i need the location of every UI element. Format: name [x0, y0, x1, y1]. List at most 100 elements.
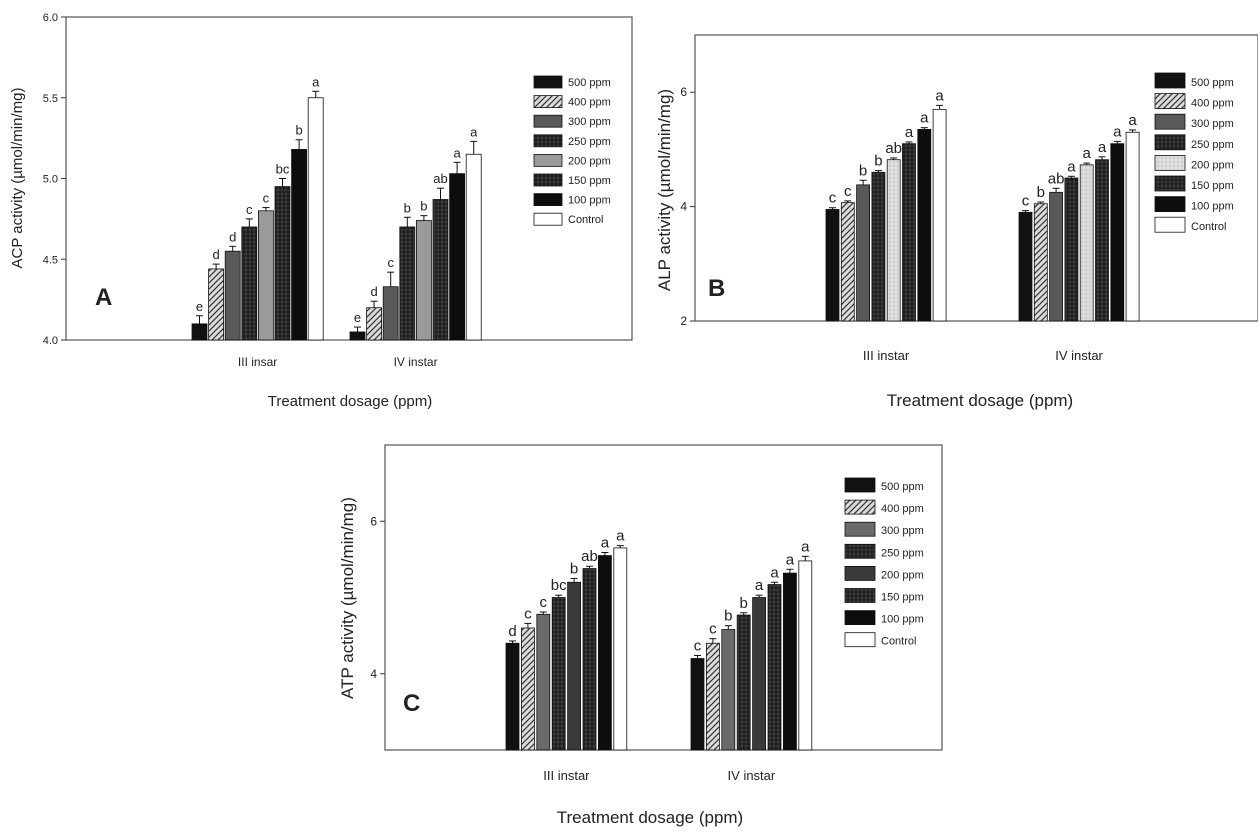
significance-letter: c — [263, 191, 270, 206]
significance-letter: c — [524, 605, 532, 622]
legend-label: 400 ppm — [1191, 98, 1234, 110]
bar — [567, 581, 581, 751]
legend-swatch — [844, 632, 876, 648]
significance-letter: c — [844, 183, 852, 200]
bar — [1110, 143, 1125, 322]
bar — [798, 560, 813, 751]
significance-letter: ab — [885, 140, 902, 157]
legend-swatch — [533, 134, 563, 148]
bar — [551, 597, 566, 751]
bar — [1018, 211, 1033, 322]
bar — [415, 220, 432, 341]
x-category-label: IV instar — [1055, 348, 1103, 363]
significance-letter: ab — [581, 548, 598, 565]
legend-label: 150 ppm — [568, 175, 611, 187]
significance-letter: a — [1128, 112, 1137, 129]
legend-label: 200 ppm — [1191, 159, 1234, 171]
x-axis-title: Treatment dosage (ppm) — [268, 393, 433, 410]
legend-swatch — [533, 193, 563, 207]
x-category-label: III instar — [863, 348, 910, 363]
significance-letter: bc — [276, 162, 290, 177]
legend-swatch — [1154, 72, 1186, 89]
bar — [307, 97, 324, 341]
legend-label: 200 ppm — [568, 155, 611, 167]
legend-swatch — [1154, 154, 1186, 171]
bar — [871, 171, 886, 322]
bar — [752, 597, 766, 751]
x-category-label: III instar — [543, 768, 590, 783]
bar — [241, 226, 258, 341]
significance-letter: b — [295, 123, 302, 138]
legend-label: 500 ppm — [881, 481, 924, 493]
significance-letter: ab — [1048, 170, 1065, 187]
y-axis-title: ALP activity (µmol/min/mg) — [655, 89, 674, 291]
significance-letter: b — [404, 200, 411, 215]
bar — [856, 184, 870, 322]
bar — [449, 173, 466, 341]
significance-letter: e — [354, 310, 361, 325]
legend-label: 300 ppm — [568, 116, 611, 128]
bar — [1064, 177, 1079, 322]
legend-swatch — [1154, 134, 1186, 151]
bar — [1049, 191, 1063, 322]
plot-frame — [694, 34, 1258, 322]
significance-letter: c — [246, 202, 253, 217]
legend-label: 150 ppm — [881, 592, 924, 604]
significance-letter: d — [212, 247, 219, 262]
y-tick-label: 4 — [680, 200, 687, 214]
y-tick-label: 6 — [370, 514, 377, 528]
bar — [767, 584, 782, 751]
legend-label: 200 ppm — [881, 569, 924, 581]
legend-swatch — [533, 95, 563, 108]
x-axis-title: Treatment dosage (ppm) — [887, 391, 1073, 410]
bar — [1125, 131, 1140, 322]
y-tick-label: 4 — [370, 667, 377, 681]
legend-swatch — [844, 543, 876, 559]
legend-label: 500 ppm — [1191, 77, 1234, 89]
x-category-label: III insar — [238, 355, 277, 369]
significance-letter: a — [905, 124, 914, 141]
significance-letter: d — [229, 229, 236, 244]
plot-frame — [384, 444, 943, 751]
legend-swatch — [1154, 113, 1186, 130]
legend-label: 250 ppm — [881, 547, 924, 559]
bar — [690, 658, 705, 751]
bar — [399, 226, 416, 341]
significance-letter: a — [312, 74, 320, 89]
bar — [291, 149, 308, 341]
legend-swatch — [844, 610, 876, 625]
significance-letter: a — [786, 551, 795, 568]
legend-swatch — [844, 521, 876, 537]
bar — [840, 202, 855, 322]
bar — [274, 186, 291, 341]
legend-label: Control — [1191, 221, 1226, 233]
significance-letter: a — [616, 528, 625, 545]
significance-letter: b — [1037, 184, 1045, 201]
bar — [521, 627, 535, 751]
legend-swatch — [1154, 175, 1186, 192]
bar — [208, 268, 225, 341]
legend-label: Control — [881, 636, 916, 648]
bar — [432, 199, 449, 341]
y-axis-title: ATP activity (µmol/min/mg) — [338, 497, 357, 699]
legend-label: 250 ppm — [568, 136, 611, 148]
significance-letter: a — [453, 145, 461, 160]
significance-letter: a — [935, 87, 944, 104]
y-tick-label: 6.0 — [43, 12, 58, 24]
significance-letter: c — [694, 637, 702, 654]
significance-letter: b — [740, 595, 748, 612]
y-tick-label: 2 — [680, 314, 687, 328]
significance-letter: d — [508, 623, 516, 640]
legend-swatch — [1154, 196, 1186, 213]
significance-letter: b — [724, 608, 732, 625]
significance-letter: b — [859, 162, 867, 179]
panel-label: B — [708, 275, 725, 302]
bar — [1033, 203, 1048, 322]
significance-letter: b — [874, 153, 882, 170]
legend-swatch — [844, 588, 876, 603]
significance-letter: c — [829, 190, 837, 207]
panel-label: C — [403, 690, 420, 717]
